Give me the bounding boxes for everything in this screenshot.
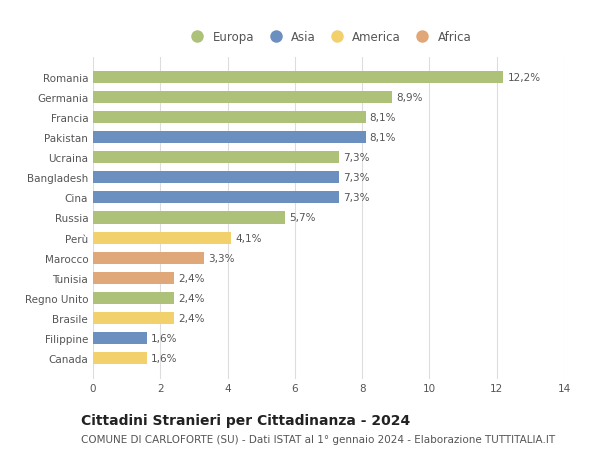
Text: 8,1%: 8,1%	[370, 113, 396, 123]
Bar	[93, 272, 174, 284]
Bar	[93, 192, 338, 204]
Bar	[93, 172, 338, 184]
Text: 7,3%: 7,3%	[343, 153, 369, 163]
Bar	[93, 252, 204, 264]
Text: 4,1%: 4,1%	[235, 233, 262, 243]
Text: COMUNE DI CARLOFORTE (SU) - Dati ISTAT al 1° gennaio 2024 - Elaborazione TUTTITA: COMUNE DI CARLOFORTE (SU) - Dati ISTAT a…	[81, 434, 555, 444]
Legend: Europa, Asia, America, Africa: Europa, Asia, America, Africa	[181, 26, 476, 49]
Bar	[93, 152, 338, 164]
Bar	[93, 72, 503, 84]
Text: 7,3%: 7,3%	[343, 173, 369, 183]
Text: 2,4%: 2,4%	[178, 293, 204, 303]
Text: 2,4%: 2,4%	[178, 313, 204, 323]
Bar	[93, 132, 365, 144]
Bar	[93, 92, 392, 104]
Bar	[93, 112, 365, 124]
Bar	[93, 312, 174, 324]
Text: 2,4%: 2,4%	[178, 273, 204, 283]
Bar	[93, 292, 174, 304]
Bar	[93, 352, 147, 364]
Text: 3,3%: 3,3%	[208, 253, 235, 263]
Text: 8,1%: 8,1%	[370, 133, 396, 143]
Text: 1,6%: 1,6%	[151, 333, 178, 343]
Text: 12,2%: 12,2%	[508, 73, 541, 83]
Text: 1,6%: 1,6%	[151, 353, 178, 363]
Text: 8,9%: 8,9%	[397, 93, 423, 103]
Text: 5,7%: 5,7%	[289, 213, 316, 223]
Text: 7,3%: 7,3%	[343, 193, 369, 203]
Bar	[93, 212, 285, 224]
Bar	[93, 232, 231, 244]
Text: Cittadini Stranieri per Cittadinanza - 2024: Cittadini Stranieri per Cittadinanza - 2…	[81, 413, 410, 427]
Bar	[93, 332, 147, 344]
